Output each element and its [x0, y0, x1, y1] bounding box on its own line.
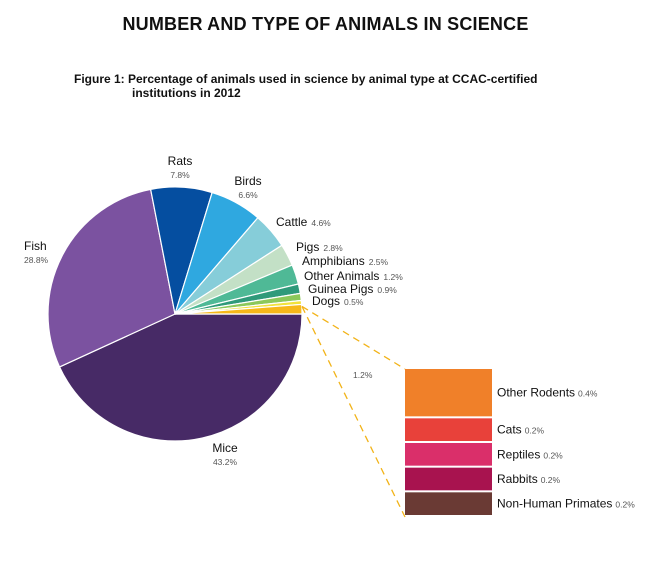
breakdown-value-other-rodents: 0.4% — [578, 389, 598, 399]
breakdown-value-rabbits: 0.2% — [541, 475, 561, 485]
slice-label-other-animals: Other Animals 1.2% — [304, 269, 403, 283]
slice-label-fish: Fish — [24, 239, 47, 253]
slice-value-birds: 6.6% — [238, 190, 258, 200]
slice-value-amphibians: 2.5% — [369, 257, 389, 267]
breakdown-value-reptiles: 0.2% — [543, 450, 563, 460]
pie-slice-other-detail — [174, 303, 303, 315]
breakdown-bar-cats — [405, 418, 492, 441]
pie-slice-fish — [47, 188, 176, 368]
slice-label-birds: Birds — [234, 174, 261, 188]
slice-value-other-animals: 1.2% — [383, 272, 403, 282]
slice-value-guinea-pigs: 0.9% — [377, 285, 397, 295]
connector-line-bottom — [301, 306, 406, 518]
breakdown-label-cats: Cats 0.2% — [497, 423, 545, 437]
connector-line-top — [301, 305, 406, 370]
main-title: NUMBER AND TYPE OF ANIMALS IN SCIENCE — [122, 14, 529, 34]
breakdown-bar-reptiles — [405, 443, 492, 466]
slice-label-mice: Mice — [212, 441, 238, 455]
slice-value-rats: 7.8% — [170, 170, 190, 180]
slice-value-mice: 43.2% — [213, 457, 238, 467]
slice-label-pigs: Pigs 2.8% — [296, 240, 343, 254]
breakdown-total-label: 1.2% — [353, 370, 373, 380]
breakdown-bar-non-human-primates — [405, 492, 492, 515]
pie-slice-mice — [58, 313, 303, 442]
breakdown-bar-rabbits — [405, 467, 492, 491]
slice-value-cattle: 4.6% — [311, 218, 331, 228]
breakdown-label-rabbits: Rabbits 0.2% — [497, 472, 561, 486]
slice-label-cattle: Cattle 4.6% — [276, 215, 331, 229]
figure-title-line-2: institutions in 2012 — [132, 86, 241, 100]
slice-label-dogs: Dogs 0.5% — [312, 294, 364, 308]
breakdown-label-reptiles: Reptiles 0.2% — [497, 447, 563, 461]
breakdown-label-non-human-primates: Non-Human Primates 0.2% — [497, 497, 635, 511]
slice-label-amphibians: Amphibians 2.5% — [302, 254, 389, 268]
slice-value-fish: 28.8% — [24, 255, 49, 265]
slice-value-pigs: 2.8% — [323, 243, 343, 253]
breakdown-bar-other-rodents — [405, 369, 492, 417]
slice-value-dogs: 0.5% — [344, 297, 364, 307]
slice-label-rats: Rats — [168, 154, 193, 168]
figure-title-line-1: Figure 1: Percentage of animals used in … — [74, 72, 538, 86]
breakdown-value-cats: 0.2% — [525, 426, 545, 436]
breakdown-label-other-rodents: Other Rodents 0.4% — [497, 386, 598, 400]
figure-title: Figure 1: Percentage of animals used in … — [74, 72, 614, 100]
breakdown-value-non-human-primates: 0.2% — [615, 500, 635, 510]
